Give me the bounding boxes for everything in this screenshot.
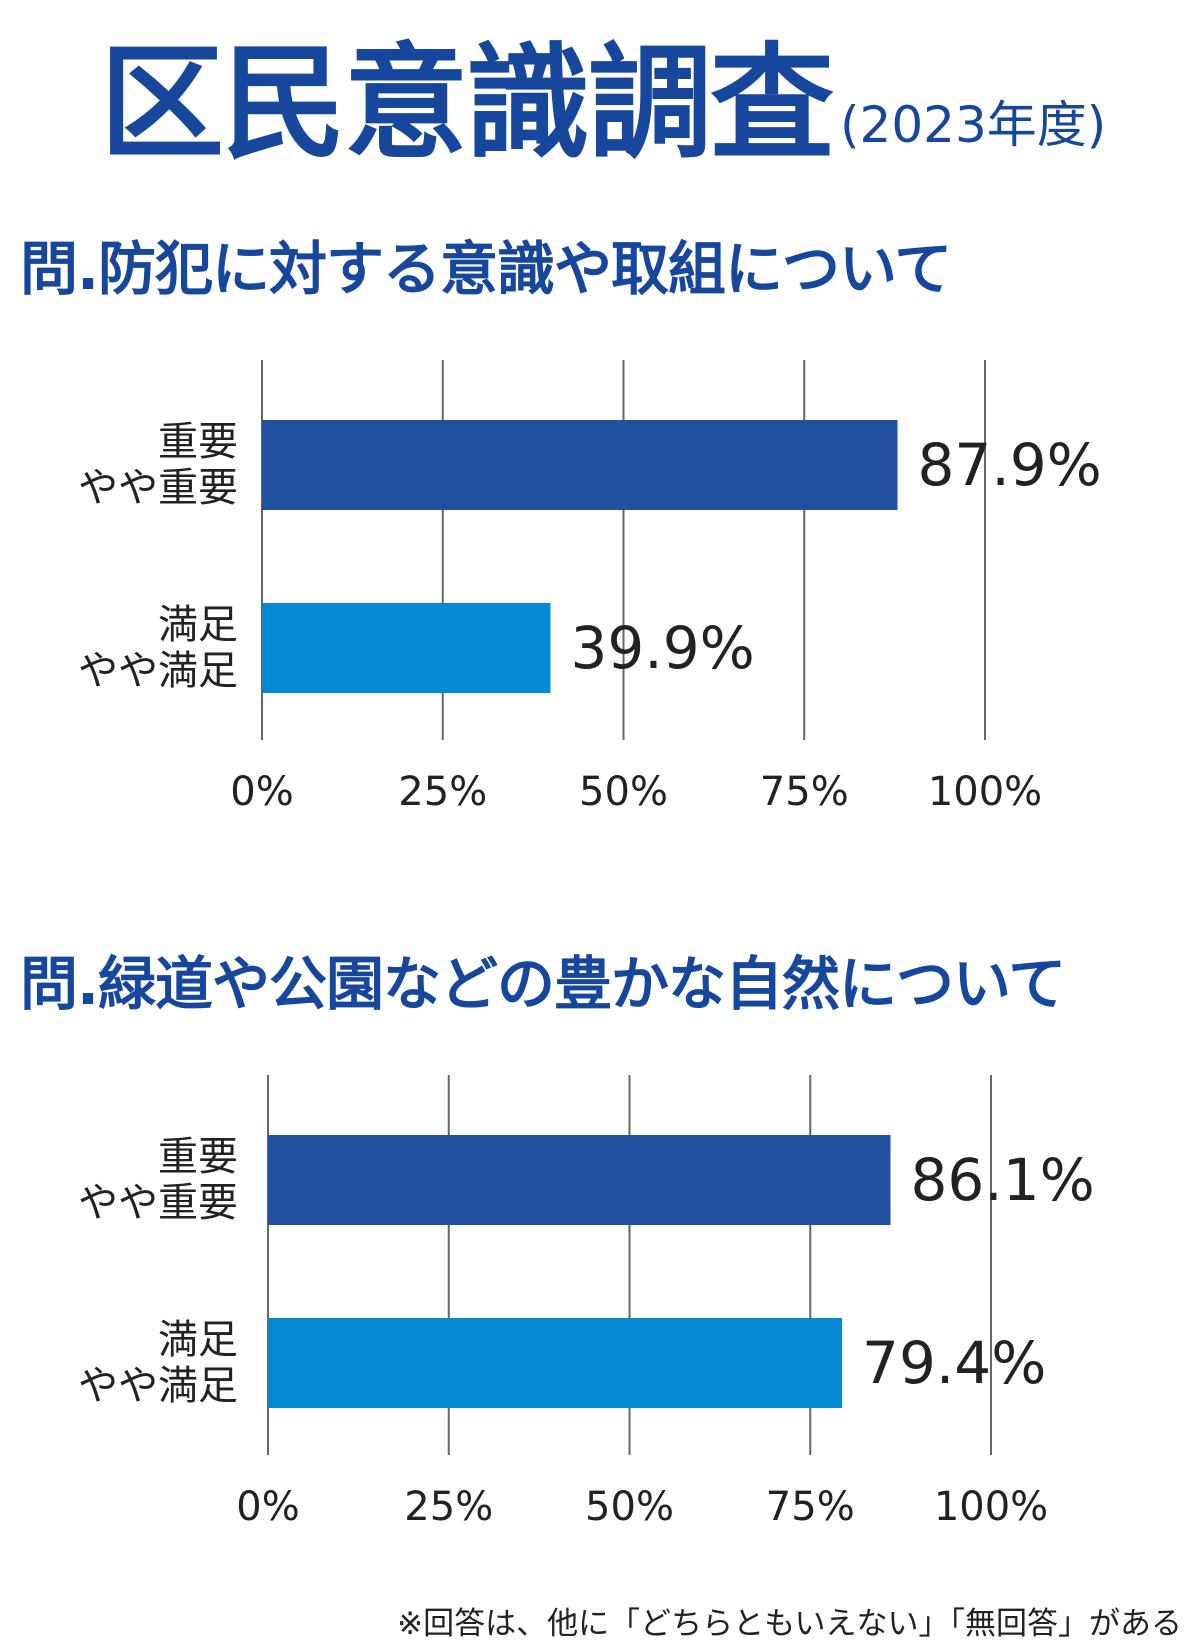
value-label: 87.9% [918,431,1102,499]
title-year: (2023年度) [840,96,1107,154]
category-label: やや重要 [78,465,238,511]
category-label: 重要 [158,1134,238,1180]
x-tick-label: 0% [230,769,293,815]
question-1-title: 問.防犯に対する意識や取組について [20,235,952,303]
x-tick-label: 25% [404,1484,493,1530]
bar-1 [262,603,551,693]
main-title: 区民意識調査 [100,32,834,176]
x-tick-label: 25% [398,769,487,815]
x-tick-label: 50% [579,769,668,815]
category-label: 重要 [158,419,238,465]
x-tick-label: 100% [928,769,1042,815]
x-tick-label: 100% [934,1484,1048,1530]
footnote: ※回答は、他に「どちらともいえない」「無回答」がある [397,1606,1182,1642]
value-label: 86.1% [911,1146,1095,1214]
category-label: やや重要 [78,1180,238,1226]
x-tick-label: 75% [766,1484,855,1530]
category-label: 満足 [158,1317,238,1363]
x-tick-label: 0% [236,1484,299,1530]
category-label: やや満足 [78,648,238,694]
title-row: 区民意識調査 (2023年度) [100,42,1106,166]
bar-1 [268,1318,843,1408]
x-tick-label: 50% [585,1484,674,1530]
question-2-title: 問.緑道や公園などの豊かな自然について [20,950,1066,1018]
category-label: やや満足 [78,1363,238,1409]
bar-0 [268,1135,891,1225]
x-tick-label: 75% [760,769,849,815]
bar-0 [262,420,898,510]
value-label: 79.4% [862,1329,1046,1397]
category-label: 満足 [158,602,238,648]
value-label: 39.9% [570,614,754,682]
